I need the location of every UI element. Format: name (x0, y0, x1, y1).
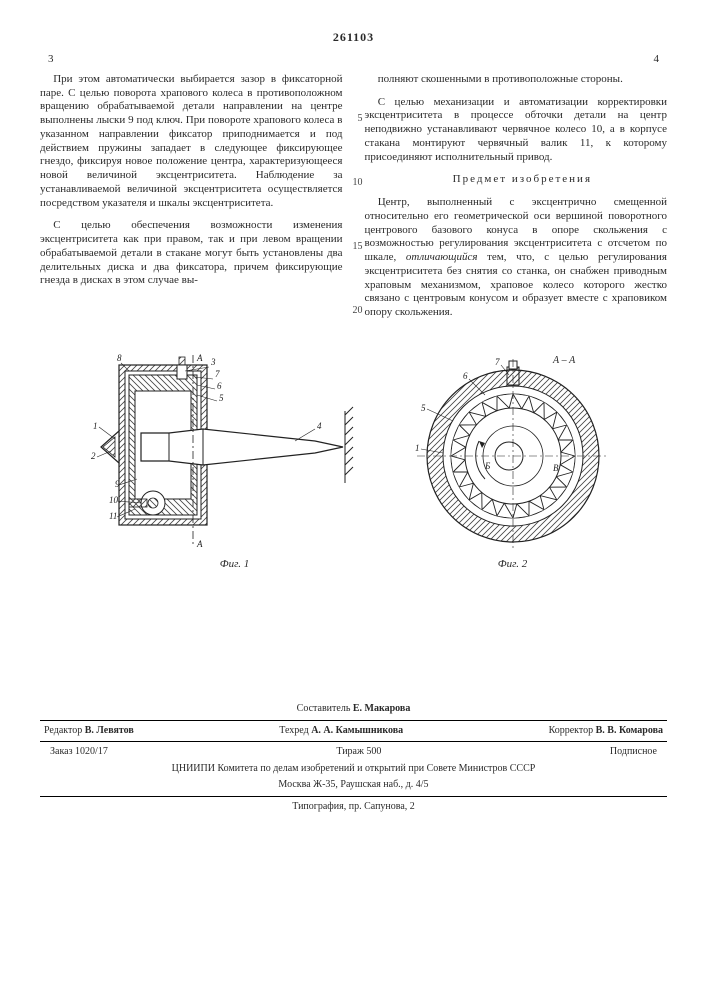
corr-name: В. В. Комарова (596, 725, 663, 736)
tech-name: А. А. Камышникова (311, 725, 403, 736)
tech-label: Техред (279, 725, 308, 736)
col-num-right: 4 (654, 53, 660, 67)
left-para-1: При этом автоматически выбирается зазор … (40, 73, 343, 211)
left-para-2: С целью обеспечения возможности изменени… (40, 219, 343, 288)
fig1-l5: 5 (219, 393, 224, 403)
fig1-l9: 9 (115, 479, 120, 489)
column-left: При этом автоматически выбирается зазор … (40, 73, 343, 329)
fig1-label-A-top: А (196, 353, 203, 363)
fig2-l1: 1 (415, 443, 420, 453)
col-num-left: 3 (48, 53, 54, 67)
figures-row: А А 1 2 8 3 7 6 5 4 9 10 11 (40, 351, 667, 572)
right-para-1: полняют скошенными в противоположные сто… (365, 73, 668, 87)
compiler-label: Составитель (297, 703, 351, 714)
fig1-l8: 8 (117, 353, 122, 363)
editor-label: Редактор (44, 725, 82, 736)
fig2-lB: Б (484, 461, 491, 471)
lineno-15: 15 (353, 241, 363, 254)
fig2-svg: А – А (403, 351, 623, 551)
fig1-l3: 3 (210, 357, 216, 367)
corr-label: Корректор (549, 725, 594, 736)
figure-2: А – А (403, 351, 623, 572)
lineno-5: 5 (358, 113, 363, 126)
fig2-caption: Фиг. 2 (403, 558, 623, 572)
typography-line: Типография, пр. Сапунова, 2 (40, 799, 667, 816)
fig2-l7: 7 (495, 357, 500, 367)
fig2-lV: В (553, 463, 559, 473)
editor-name: В. Левятов (85, 725, 134, 736)
fig1-svg: А А 1 2 8 3 7 6 5 4 9 10 11 (85, 351, 385, 551)
org-line-2: Москва Ж-35, Раушская наб., д. 4/5 (40, 777, 667, 794)
claim-para: Центр, выполненный с эксцентрично смещен… (365, 196, 668, 320)
fig2-section-label: А – А (552, 355, 576, 366)
fig1-l10: 10 (109, 495, 119, 505)
podpisnoe: Подписное (610, 746, 657, 759)
right-para-2: С целью механизации и автоматизации корр… (365, 96, 668, 165)
order-no: Заказ 1020/17 (50, 746, 108, 759)
fig1-l2: 2 (91, 451, 96, 461)
fig1-l6: 6 (217, 381, 222, 391)
imprint-footer: Составитель Е. Макарова Редактор В. Левя… (40, 701, 667, 815)
claim-emph: отличающийся (406, 251, 478, 263)
figure-1: А А 1 2 8 3 7 6 5 4 9 10 11 (85, 351, 385, 572)
org-line-1: ЦНИИПИ Комитета по делам изобретений и о… (40, 761, 667, 778)
compiler-name: Е. Макарова (353, 703, 410, 714)
fig1-caption: Фиг. 1 (85, 558, 385, 572)
fig1-label-A-bot: А (196, 539, 203, 549)
lineno-20: 20 (353, 305, 363, 318)
tirazh: Тираж 500 (336, 746, 381, 759)
claim-heading: Предмет изобретения (365, 173, 668, 187)
fig1-l11: 11 (109, 511, 117, 521)
lineno-10: 10 (353, 177, 363, 190)
patent-number: 261103 (40, 30, 667, 45)
fig1-l4: 4 (317, 421, 322, 431)
fig2-l6: 6 (463, 371, 468, 381)
column-right: 5 10 15 20 полняют скошенными в противоп… (365, 73, 668, 329)
fig2-l5: 5 (421, 403, 426, 413)
fig1-l1: 1 (93, 421, 98, 431)
fig1-l7: 7 (215, 369, 220, 379)
